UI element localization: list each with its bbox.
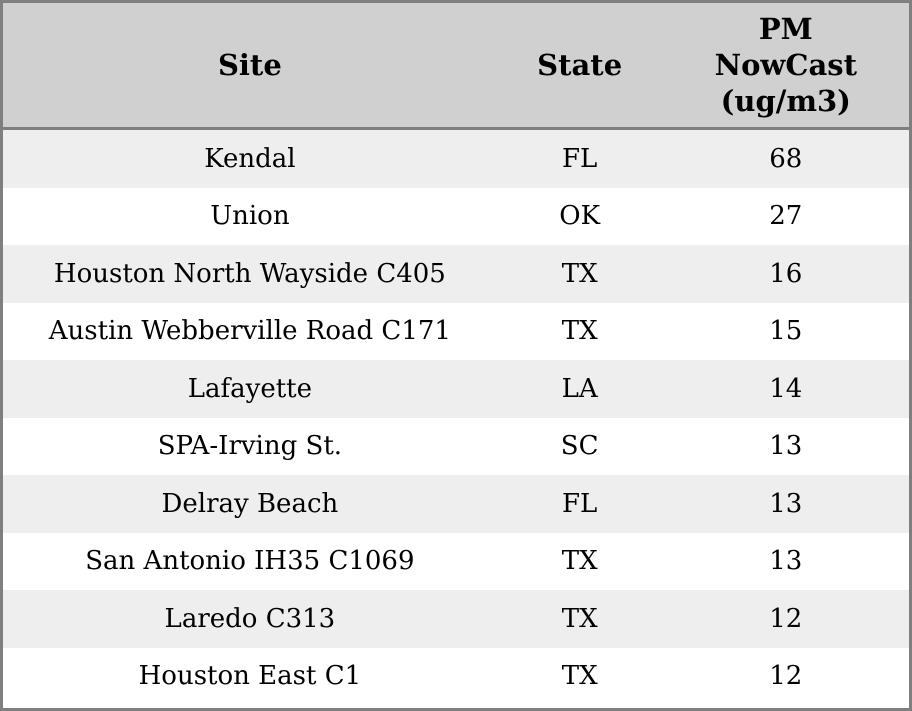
cell-site: Lafayette: [187, 373, 312, 404]
column-header-site: Site: [3, 3, 497, 130]
cell-site: Union: [210, 201, 290, 232]
table-row: Houston East C1 TX 12: [3, 647, 909, 705]
cell-state: TX: [561, 546, 598, 577]
cell-value: 13: [769, 431, 803, 462]
table-row: San Antonio IH35 C1069 TX 13: [3, 532, 909, 590]
cell-site: Houston North Wayside C405: [53, 258, 446, 289]
header-row: Site State PM NowCast (ug/m3): [3, 3, 909, 130]
pm-nowcast-table: Site State PM NowCast (ug/m3) Kendal FL 68…: [3, 3, 909, 705]
cell-value: 16: [769, 258, 803, 289]
cell-state: TX: [561, 603, 598, 634]
cell-value: 68: [769, 143, 803, 174]
cell-site: Laredo C313: [164, 603, 336, 634]
cell-value: 14: [769, 373, 803, 404]
cell-value: 13: [769, 488, 803, 519]
cell-state: FL: [562, 143, 598, 174]
cell-site: SPA-Irving St.: [157, 431, 343, 462]
cell-state: TX: [561, 316, 598, 347]
cell-value: 27: [769, 201, 803, 232]
cell-state: LA: [561, 373, 598, 404]
table-row: Delray Beach FL 13: [3, 475, 909, 533]
column-header-state: State: [496, 3, 663, 130]
table-row: Houston North Wayside C405 TX 16: [3, 245, 909, 303]
cell-state: FL: [562, 488, 598, 519]
cell-value: 13: [769, 546, 803, 577]
table-row: SPA-Irving St. SC 13: [3, 417, 909, 475]
table-body: Kendal FL 68 Union OK 27 Houston North Wayside…: [3, 128, 909, 705]
table-row: Lafayette LA 14: [3, 360, 909, 418]
table-row: Laredo C313 TX 12: [3, 590, 909, 648]
cell-state: TX: [561, 661, 598, 692]
table-header: Site State PM NowCast (ug/m3): [3, 3, 909, 130]
column-header-pm-nowcast: PM NowCast (ug/m3): [662, 3, 909, 130]
table-row: Union OK 27: [3, 187, 909, 245]
cell-value: 12: [769, 603, 803, 634]
cell-site: Houston East C1: [138, 661, 362, 692]
cell-state: SC: [560, 431, 599, 462]
cell-state: OK: [559, 201, 601, 232]
cell-site: San Antonio IH35 C1069: [85, 546, 415, 577]
cell-value: 12: [769, 661, 803, 692]
cell-site: Delray Beach: [161, 488, 339, 519]
cell-site: Kendal: [204, 143, 296, 174]
cell-state: TX: [561, 258, 598, 289]
table-row: Austin Webberville Road C171 TX 15: [3, 302, 909, 360]
cell-site: Austin Webberville Road C171: [48, 316, 451, 347]
cell-value: 15: [769, 316, 803, 347]
table-row: Kendal FL 68: [3, 128, 909, 188]
